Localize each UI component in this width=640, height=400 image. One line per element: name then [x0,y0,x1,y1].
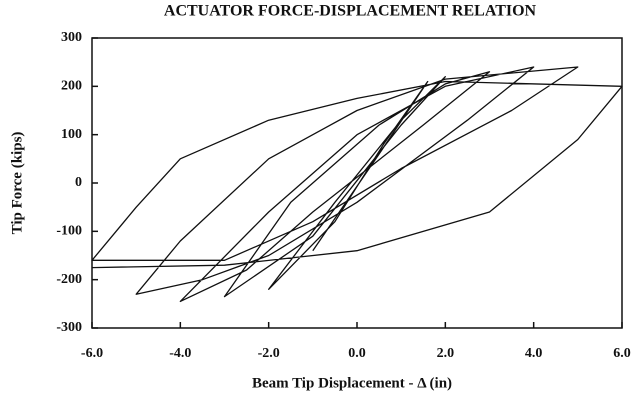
y-tick-label: -300 [56,320,82,335]
x-tick-label: -6.0 [81,346,103,361]
x-tick-label: -4.0 [169,346,191,361]
y-tick-label: 100 [61,127,82,142]
x-axis-label: Beam Tip Displacement - Δ (in) [252,375,452,391]
y-tick-label: 0 [75,175,82,190]
y-tick-label: -200 [56,272,82,287]
plot-frame [91,37,623,329]
x-tick-label: 6.0 [613,346,631,361]
x-tick-label: -2.0 [258,346,280,361]
x-tick-label: 0.0 [348,346,366,361]
x-tick-label: 2.0 [437,346,455,361]
y-tick-label: 200 [61,79,82,94]
chart-title: ACTUATOR FORCE-DISPLACEMENT RELATION [164,3,537,20]
y-tick-label: 300 [61,30,82,45]
y-axis-label: Tip Force (kips) [9,132,25,235]
x-tick-label: 4.0 [525,346,543,361]
y-tick-label: -100 [56,224,82,239]
hysteresis-curve [91,66,623,303]
